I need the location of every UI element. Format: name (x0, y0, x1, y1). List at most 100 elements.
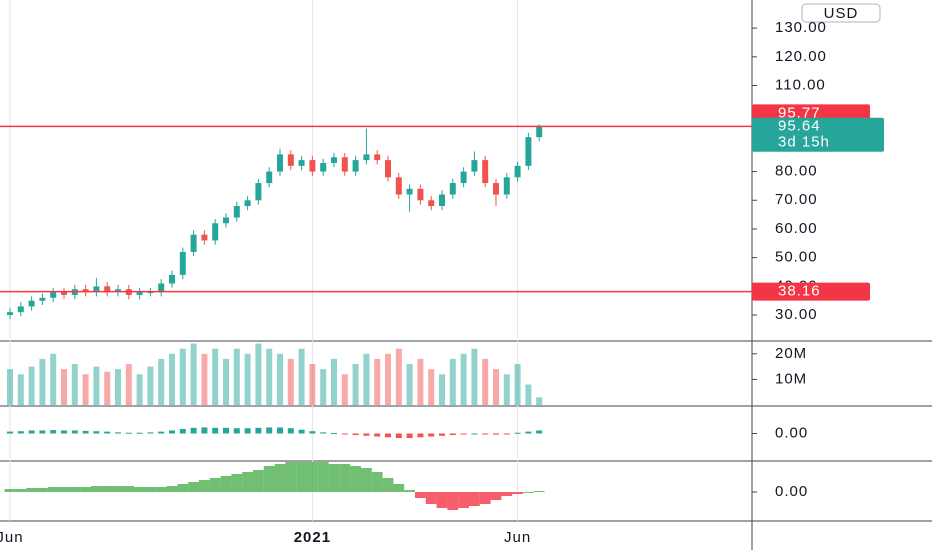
volume-bar (460, 353, 467, 405)
candle-body (212, 223, 219, 241)
macd-bar (115, 432, 121, 434)
macd-bar (136, 432, 143, 434)
y-tick-label: 70.00 (775, 191, 818, 208)
oscillator-bar (166, 486, 178, 492)
oscillator-bar (533, 491, 545, 492)
candle-body (439, 194, 445, 207)
candle-body (385, 160, 391, 178)
candle-body (17, 306, 24, 313)
candle-body (493, 183, 499, 195)
oscillator-bar (253, 470, 264, 492)
y-tick-label: 120.00 (775, 48, 827, 65)
oscillator-bar (382, 478, 394, 492)
oscillator-bar (134, 487, 145, 492)
volume-bar (320, 369, 327, 405)
macd-bar (82, 430, 89, 434)
volume-bar (136, 374, 143, 405)
oscillator-bar (69, 487, 81, 492)
candle-body (158, 283, 165, 293)
macd-bar (536, 430, 543, 434)
candle-body (179, 251, 186, 275)
volume-bar (428, 369, 435, 405)
candle-body (287, 154, 294, 166)
volume-bar (417, 358, 424, 405)
y-tick-label: 110.00 (775, 76, 826, 93)
macd-bar (341, 433, 348, 435)
oscillator-bar (512, 492, 523, 494)
oscillator-bar (415, 492, 426, 498)
candle-body (525, 137, 532, 166)
x-tick-label: 2021 (294, 529, 331, 546)
candle-body (374, 154, 381, 161)
oscillator-bar (425, 492, 437, 504)
volume-bar (17, 374, 24, 405)
candle-body (39, 297, 46, 301)
candle-body (50, 292, 57, 298)
oscillator-bar (4, 489, 16, 492)
oscillator-bar (242, 472, 253, 492)
volume-bar (439, 374, 445, 405)
oscillator-bar (479, 492, 491, 504)
volume-bar (169, 353, 175, 405)
volume-bar (244, 353, 251, 405)
volume-bar (536, 397, 543, 405)
macd-bar (169, 430, 175, 434)
macd-bar (385, 433, 391, 438)
macd-bar (352, 433, 359, 436)
currency-box[interactable] (801, 3, 881, 23)
oscillator-bar (458, 492, 469, 508)
volume-bar (82, 374, 89, 405)
volume-bar (179, 348, 186, 405)
volume-bar (93, 366, 100, 405)
candle-body (266, 171, 273, 184)
volume-bar (7, 369, 13, 405)
volume-bar (147, 366, 154, 405)
currency[interactable]: USD (824, 5, 859, 22)
volume-bar (71, 364, 78, 405)
macd-bar (395, 433, 402, 439)
candle-body (514, 165, 521, 178)
oscillator-bar (177, 484, 189, 492)
macd-bar (309, 431, 316, 434)
macd-bar (331, 433, 337, 435)
macd-bar (266, 427, 273, 434)
volume-bar (255, 343, 262, 405)
y-tick-label: 0.00 (775, 424, 808, 441)
price-label-box (752, 282, 870, 301)
macd-bar (449, 433, 456, 436)
volume-bar (525, 384, 532, 405)
macd-bar (93, 431, 100, 434)
oscillator-bar (199, 480, 210, 492)
oscillator-bar (317, 462, 329, 492)
candle-body (503, 177, 510, 195)
macd-bar (50, 430, 57, 434)
oscillator-bar (220, 476, 232, 492)
volume-bar (287, 358, 294, 405)
macd-bar (212, 427, 219, 434)
volume-bar (406, 364, 413, 405)
candle-body (395, 177, 402, 195)
macd-bar (439, 433, 445, 436)
price-label: 38.16 (778, 283, 821, 300)
oscillator-bar (523, 492, 534, 493)
macd-bar (233, 428, 240, 434)
candle-body (82, 289, 89, 293)
macd-bar (158, 431, 165, 434)
y-tick-label: 10M (775, 370, 807, 387)
macd-bar (514, 432, 521, 434)
macd-bar (298, 429, 305, 434)
oscillator-bar (47, 487, 59, 492)
candle-body (255, 183, 262, 201)
candle-body (471, 160, 478, 172)
macd-bar (61, 430, 67, 434)
macd-bar (255, 427, 262, 434)
macd-bar (104, 431, 111, 434)
candle-body (201, 234, 208, 241)
oscillator-bar (123, 486, 135, 492)
macd-bar (244, 428, 251, 434)
oscillator-bar (274, 464, 286, 492)
oscillator-bar (404, 490, 415, 492)
oscillator-bar (469, 492, 480, 506)
macd-bar (147, 432, 154, 434)
candle-body (309, 160, 316, 172)
